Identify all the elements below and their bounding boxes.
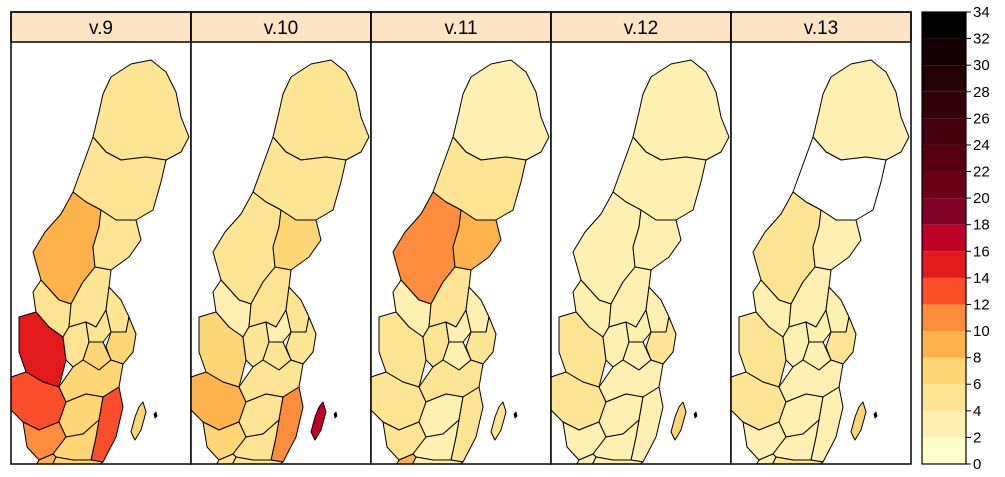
legend-tick-label: 6: [973, 376, 981, 393]
region-vnorr: [812, 209, 862, 271]
panels-group: v.9 v.10 v.11 v.12 v.13: [10, 11, 912, 465]
region-gotl: [850, 401, 867, 441]
legend-color-bin: [922, 118, 966, 145]
region-vnorr: [632, 209, 682, 271]
small-island: [153, 411, 158, 419]
region-gotl: [490, 401, 507, 441]
map-clip: [551, 59, 730, 464]
legend-color-bin: [922, 198, 966, 225]
map-panel: v.12: [550, 11, 732, 465]
map-clip: [191, 59, 370, 464]
small-island: [513, 411, 518, 419]
region-blek: [591, 456, 644, 464]
legend-tick-label: 14: [973, 270, 990, 287]
sweden-map: [551, 59, 730, 464]
map-panel: v.9: [10, 11, 192, 465]
legend-tick-label: 30: [973, 57, 990, 74]
legend-color-bin: [922, 12, 966, 39]
legend-tick-label: 32: [973, 31, 990, 48]
sweden-map: [11, 59, 190, 464]
map-panel: v.10: [190, 11, 372, 465]
legend-color-bin: [922, 65, 966, 92]
region-blek: [231, 456, 284, 464]
region-north1: [92, 59, 190, 161]
region-varm: [198, 311, 247, 388]
legend-color-bin: [922, 91, 966, 119]
panel-border: [730, 11, 912, 465]
region-gotl: [670, 401, 687, 441]
small-island: [693, 411, 698, 419]
region-varm: [558, 311, 607, 388]
region-north1: [632, 59, 730, 161]
legend-color-bin: [922, 251, 966, 278]
region-skane: [576, 453, 597, 464]
legend-tick-label: 20: [973, 190, 990, 207]
legend-tick-label: 22: [973, 164, 990, 181]
region-vnorr: [272, 209, 322, 271]
region-vnorr: [92, 209, 142, 271]
legend-color-bin: [922, 410, 966, 438]
legend-tick-label: 16: [973, 243, 990, 260]
region-skane: [756, 453, 777, 464]
region-skane: [396, 453, 417, 464]
legend-frame: [921, 11, 967, 465]
legend-tick-label: 4: [973, 403, 981, 420]
region-varm: [738, 311, 787, 388]
region-vnorr: [452, 209, 502, 271]
panel-title: v.10: [264, 18, 299, 39]
legend-tick-label: 2: [973, 429, 981, 446]
legend-tick-label: 24: [973, 137, 990, 154]
legend-color-bin: [922, 144, 966, 172]
map-clip: [371, 59, 550, 464]
legend-tick-label: 8: [973, 350, 981, 367]
map-clip: [731, 59, 910, 464]
region-skane: [36, 453, 57, 464]
small-island: [873, 411, 878, 419]
legend-tick-label: 10: [973, 323, 990, 340]
legend-color-bin: [922, 331, 966, 358]
panel-title: v.13: [804, 18, 839, 39]
region-skane: [216, 453, 237, 464]
region-blek: [771, 456, 824, 464]
legend-color-bin: [922, 171, 966, 199]
legend-color-bin: [922, 224, 966, 252]
legend-color-bin: [922, 357, 966, 385]
region-blek: [51, 456, 104, 464]
legend-tick-label: 18: [973, 217, 990, 234]
legend-color-bin: [922, 38, 966, 66]
region-varm: [18, 311, 67, 388]
map-panel: v.13: [730, 11, 912, 465]
legend-tick-label: 26: [973, 110, 990, 127]
legend-color-bin: [922, 437, 966, 464]
region-north1: [272, 59, 370, 161]
region-gotl: [310, 401, 327, 441]
legend-tick-label: 34: [973, 4, 990, 21]
small-island: [333, 411, 338, 419]
panel-title: v.11: [444, 18, 477, 39]
map-panel: v.11: [370, 11, 552, 465]
legend-color-bin: [922, 304, 966, 332]
panel-title: v.12: [624, 18, 659, 39]
map-clip: [11, 59, 190, 464]
legend-color-bin: [922, 277, 966, 305]
sweden-map: [191, 59, 370, 464]
region-blek: [411, 456, 464, 464]
panel-strip: [730, 11, 912, 43]
legend-tick-label: 0: [973, 456, 981, 473]
legend-tick-label: 28: [973, 84, 990, 101]
legend-tick-label: 12: [973, 296, 990, 313]
sweden-map: [731, 59, 910, 464]
region-varm: [378, 311, 427, 388]
legend-color-bin: [922, 384, 966, 411]
region-north1: [452, 59, 550, 161]
region-north1: [812, 59, 910, 161]
sweden-map: [371, 59, 550, 464]
region-gotl: [130, 401, 147, 441]
panel-title: v.9: [89, 18, 113, 39]
